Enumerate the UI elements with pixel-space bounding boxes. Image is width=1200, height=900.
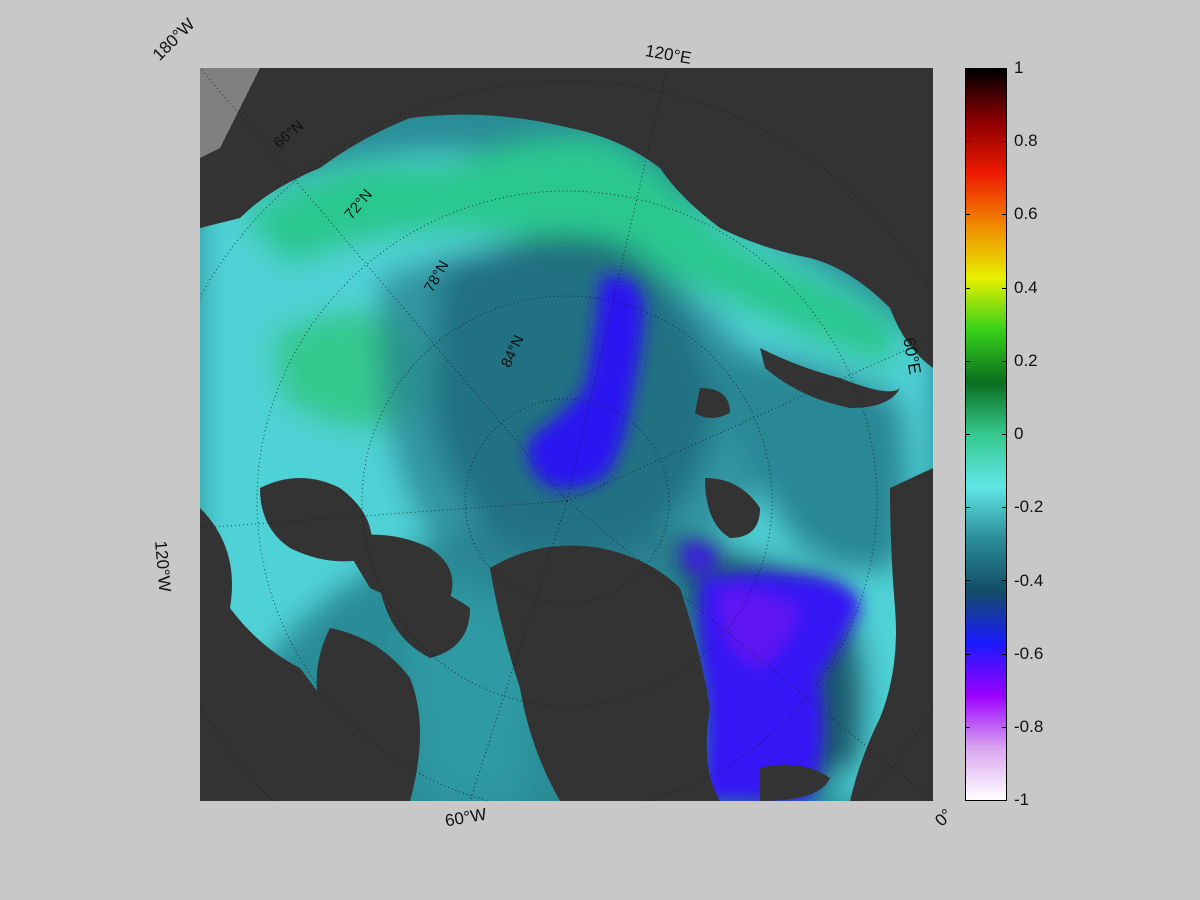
colorbar-tick bbox=[965, 287, 970, 289]
colorbar bbox=[965, 68, 1007, 801]
colorbar-tick bbox=[965, 726, 970, 728]
colorbar-tick bbox=[1002, 434, 1007, 435]
colorbar-tick bbox=[965, 800, 970, 801]
outer-land bbox=[200, 68, 260, 158]
nordic-violet bbox=[720, 588, 800, 668]
canada-archipelago-3 bbox=[380, 585, 470, 658]
colorbar-tick bbox=[965, 141, 970, 143]
colorbar-tick bbox=[1002, 653, 1007, 655]
alaska-land bbox=[200, 68, 410, 228]
arctic-map bbox=[200, 68, 933, 801]
taymyr-coast bbox=[640, 68, 933, 298]
colorbar-tick bbox=[965, 360, 970, 362]
colorbar-tick bbox=[1002, 287, 1007, 289]
colorbar-tick bbox=[965, 68, 970, 69]
colorbar-label: -0.4 bbox=[1014, 571, 1044, 590]
lat-84-circle bbox=[464, 398, 670, 604]
lon-label-120e: 120°E bbox=[643, 41, 693, 68]
colorbar-tick bbox=[965, 580, 970, 582]
colorbar-tick bbox=[1002, 68, 1007, 69]
colorbar-tick bbox=[1002, 580, 1007, 582]
colorbar-tick bbox=[1002, 141, 1007, 143]
franz-josef bbox=[695, 388, 730, 418]
colorbar-tick bbox=[1002, 726, 1007, 728]
colorbar-tick bbox=[1002, 360, 1007, 362]
colorbar-tick bbox=[1002, 800, 1007, 801]
lon-label-180w: 180°W bbox=[148, 14, 199, 65]
lat-78-circle bbox=[361, 295, 773, 707]
colorbar-label: 0.8 bbox=[1014, 131, 1038, 150]
coast-green-band bbox=[240, 136, 900, 368]
colorbar-tick bbox=[965, 214, 970, 216]
lon-label-0: 0° bbox=[931, 805, 957, 831]
greenland bbox=[490, 545, 720, 801]
lon-label-120w: 120°W bbox=[151, 540, 175, 593]
colorbar-label: -1 bbox=[1014, 790, 1030, 809]
colorbar-tick bbox=[1002, 507, 1007, 509]
iceland bbox=[760, 764, 830, 801]
scandinavia bbox=[850, 468, 933, 801]
colorbar-label: -0.8 bbox=[1014, 717, 1044, 736]
colorbar-label: -0.6 bbox=[1014, 644, 1044, 663]
fram-blue bbox=[680, 542, 720, 574]
negative-anomaly bbox=[527, 276, 860, 801]
colorbar-tick bbox=[965, 434, 970, 435]
colorbar-label: -0.2 bbox=[1014, 497, 1044, 516]
colorbar-tick bbox=[965, 653, 970, 655]
lon-label-60w: 60°W bbox=[443, 804, 489, 831]
central-blue bbox=[527, 276, 645, 490]
graticule bbox=[200, 68, 933, 801]
colorbar-label: 0.6 bbox=[1014, 204, 1038, 223]
baffin-island bbox=[316, 628, 420, 801]
novaya-zemlya bbox=[760, 348, 900, 408]
colorbar-tick bbox=[965, 507, 970, 509]
colorbar-label: 0 bbox=[1014, 424, 1024, 443]
colorbar-label: 0.4 bbox=[1014, 278, 1038, 297]
lat-72-circle bbox=[256, 190, 878, 801]
svalbard bbox=[705, 478, 760, 538]
colorbar-tick bbox=[1002, 214, 1007, 216]
land bbox=[200, 68, 933, 801]
colorbar-label: 1 bbox=[1014, 58, 1024, 77]
colorbar-label: 0.2 bbox=[1014, 351, 1038, 370]
